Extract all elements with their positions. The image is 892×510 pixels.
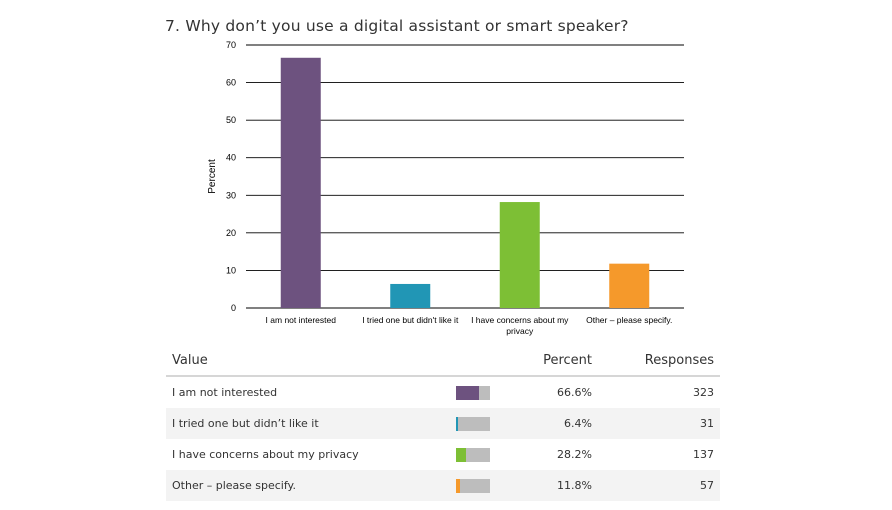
y-tick-label: 50 (226, 115, 236, 125)
row-responses: 57 (598, 470, 720, 501)
results-table: Value Percent Responses I am not interes… (166, 346, 720, 501)
row-mini-bar (434, 408, 496, 439)
y-tick-label: 10 (226, 265, 236, 275)
x-tick-label: I tried one but didn't like it (362, 315, 459, 325)
x-tick-label: I have concerns about my privacy (471, 315, 569, 336)
row-percent: 11.8% (496, 470, 598, 501)
mini-bar-fill (456, 385, 479, 400)
bar (499, 202, 540, 308)
bar (390, 283, 431, 308)
mini-bar-fill (456, 447, 466, 462)
table-row: I tried one but didn’t like it 6.4% 31 (166, 408, 720, 439)
row-value: Other – please specify. (166, 470, 434, 501)
header-percent: Percent (496, 346, 598, 377)
bar-chart: 0 10 20 30 40 50 60 70 I am not interested I tri… (207, 40, 684, 336)
row-value: I have concerns about my privacy (172, 448, 359, 461)
table-row: I am not interested 66.6% 323 (166, 376, 720, 408)
row-responses: 137 (693, 448, 714, 461)
row-percent: 6.4% (496, 408, 598, 439)
row-responses: 31 (598, 408, 720, 439)
header-value: Value (166, 346, 434, 377)
bar (280, 57, 321, 308)
y-tick-label: 30 (226, 190, 236, 200)
chart-title: 7. Why don’t you use a digital assistant… (165, 17, 629, 35)
table-header-row: Value Percent Responses (166, 346, 720, 377)
mini-bar-fill (456, 416, 459, 431)
y-tick-label: 0 (231, 303, 236, 313)
row-responses: 323 (693, 386, 714, 399)
row-percent: 66.6% (557, 386, 592, 399)
row-mini-bar (434, 439, 496, 470)
x-tick-label: I am not interested (266, 315, 337, 325)
row-mini-bar (434, 376, 496, 408)
chart-gridlines (246, 44, 684, 309)
chart-bars (280, 57, 650, 308)
row-percent: 28.2% (557, 448, 592, 461)
y-tick-label: 60 (226, 78, 236, 88)
table-row: Other – please specify. 11.8% 57 (166, 470, 720, 501)
table-row: I have concerns about my privacy 28.2% 1… (166, 439, 720, 470)
bar (609, 263, 650, 308)
y-tick-labels: 0 10 20 30 40 50 60 70 (226, 40, 236, 313)
x-tick-label: Other – please specify. (586, 315, 672, 325)
y-axis-label: Percent (207, 159, 218, 194)
y-tick-label: 40 (226, 153, 236, 163)
row-mini-bar (434, 470, 496, 501)
x-category-labels: I am not interested I tried one but didn'… (266, 315, 673, 336)
header-responses: Responses (598, 346, 720, 377)
row-value: I am not interested (172, 386, 278, 399)
y-tick-label: 70 (226, 40, 236, 50)
y-tick-label: 20 (226, 228, 236, 238)
mini-bar-fill (456, 478, 460, 493)
header-bar (434, 346, 496, 377)
row-value: I tried one but didn’t like it (166, 408, 434, 439)
